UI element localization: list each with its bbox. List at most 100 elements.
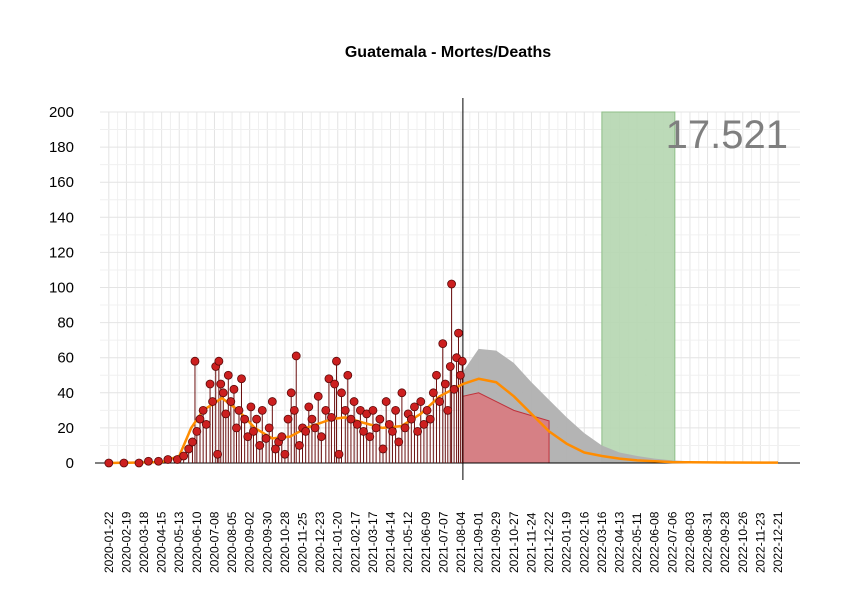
data-point bbox=[179, 451, 189, 461]
x-tick-label: 2020-05-13 bbox=[172, 511, 186, 573]
x-tick-label: 2021-10-27 bbox=[507, 511, 521, 573]
data-point bbox=[394, 437, 404, 447]
data-point bbox=[365, 432, 375, 442]
x-tick-label: 2022-11-23 bbox=[753, 512, 767, 573]
data-point bbox=[352, 419, 362, 429]
data-point bbox=[400, 423, 410, 433]
data-point bbox=[343, 370, 353, 380]
data-point bbox=[378, 444, 388, 454]
data-point bbox=[457, 356, 467, 366]
data-point bbox=[371, 423, 381, 433]
data-point bbox=[455, 370, 465, 380]
data-point bbox=[438, 339, 448, 349]
data-point bbox=[218, 388, 228, 398]
data-point bbox=[368, 405, 378, 415]
data-point bbox=[190, 356, 200, 366]
y-tick-label: 140 bbox=[49, 209, 74, 226]
data-point bbox=[264, 423, 274, 433]
x-tick-label: 2022-07-06 bbox=[665, 511, 679, 573]
y-tick-label: 0 bbox=[66, 455, 74, 472]
x-tick-label: 2021-07-07 bbox=[436, 511, 450, 573]
data-point bbox=[192, 427, 202, 436]
data-point bbox=[195, 414, 205, 424]
data-point bbox=[307, 414, 317, 424]
x-tick-label: 2020-03-18 bbox=[137, 511, 151, 573]
data-point bbox=[214, 356, 224, 366]
y-tick-label: 120 bbox=[49, 244, 74, 261]
data-point bbox=[208, 397, 217, 406]
x-tick-label: 2020-11-25 bbox=[296, 512, 310, 573]
x-tick-label: 2020-04-15 bbox=[155, 511, 169, 573]
red-forecast-area bbox=[462, 392, 550, 464]
x-tick-label: 2021-12-22 bbox=[542, 511, 556, 573]
y-ticks: 0 20 40 60 80 100 120 140 160 180 200 bbox=[49, 104, 74, 472]
data-point bbox=[223, 370, 233, 380]
data-point bbox=[267, 397, 277, 406]
data-point bbox=[419, 419, 429, 429]
x-tick-label: 2021-09-01 bbox=[472, 511, 486, 573]
x-tick-label: 2020-06-10 bbox=[190, 511, 204, 573]
data-point bbox=[330, 379, 339, 389]
data-point bbox=[332, 356, 341, 366]
data-point bbox=[406, 414, 416, 424]
data-point bbox=[221, 409, 231, 419]
data-point bbox=[234, 405, 244, 415]
x-tick-label: 2021-03-17 bbox=[366, 511, 380, 573]
data-point bbox=[226, 397, 236, 406]
data-point bbox=[327, 412, 336, 422]
data-point bbox=[310, 423, 320, 433]
data-point bbox=[410, 402, 419, 412]
x-tick-label: 2022-12-21 bbox=[771, 511, 785, 573]
total-deaths-annotation: 17.521 bbox=[666, 113, 788, 157]
data-point bbox=[257, 405, 267, 415]
x-tick-label: 2021-11-24 bbox=[524, 512, 538, 573]
x-tick-label: 2021-02-17 bbox=[348, 511, 362, 573]
y-tick-label: 180 bbox=[49, 139, 74, 156]
data-point bbox=[381, 397, 391, 406]
data-point bbox=[104, 458, 114, 468]
data-point bbox=[454, 328, 463, 338]
data-point bbox=[391, 405, 400, 415]
x-tick-label: 2020-09-02 bbox=[243, 511, 257, 573]
x-tick-label: 2022-08-31 bbox=[701, 511, 715, 573]
data-point bbox=[246, 402, 256, 412]
y-tick-label: 160 bbox=[49, 174, 74, 191]
data-point bbox=[277, 432, 287, 442]
data-point bbox=[416, 397, 426, 406]
x-tick-label: 2022-04-13 bbox=[612, 511, 626, 573]
data-point bbox=[294, 441, 304, 450]
data-point bbox=[447, 279, 456, 289]
data-point bbox=[134, 458, 144, 468]
x-tick-label: 2022-02-16 bbox=[577, 511, 591, 573]
data-point bbox=[201, 419, 211, 429]
data-point bbox=[198, 405, 208, 415]
x-tick-label: 2022-10-26 bbox=[736, 511, 750, 573]
y-tick-label: 80 bbox=[57, 315, 74, 332]
x-tick-label: 2020-09-30 bbox=[260, 511, 274, 573]
data-point bbox=[184, 444, 194, 454]
data-point bbox=[144, 456, 153, 466]
data-point bbox=[229, 384, 239, 394]
data-point bbox=[432, 370, 441, 380]
data-point bbox=[428, 388, 438, 398]
data-point bbox=[435, 397, 445, 406]
data-point bbox=[346, 414, 356, 424]
x-tick-label: 2022-03-16 bbox=[595, 511, 609, 573]
data-point bbox=[425, 414, 435, 424]
y-tick-label: 20 bbox=[57, 420, 74, 437]
data-point bbox=[289, 405, 299, 415]
chart-title: Guatemala - Mortes/Deaths bbox=[345, 44, 551, 61]
data-point bbox=[422, 405, 432, 415]
x-tick-label: 2020-02-19 bbox=[119, 511, 133, 573]
data-point bbox=[237, 374, 246, 384]
y-tick-label: 100 bbox=[49, 280, 74, 297]
x-ticks: 2020-01-22 2020-02-19 2020-03-18 2020-04-15… bbox=[102, 511, 785, 573]
x-tick-label: 2020-10-28 bbox=[278, 511, 292, 573]
data-point bbox=[337, 388, 346, 398]
data-point bbox=[188, 437, 197, 447]
data-point bbox=[313, 391, 323, 401]
data-point bbox=[375, 414, 385, 424]
y-tick-label: 60 bbox=[57, 350, 74, 367]
data-point bbox=[301, 427, 311, 436]
